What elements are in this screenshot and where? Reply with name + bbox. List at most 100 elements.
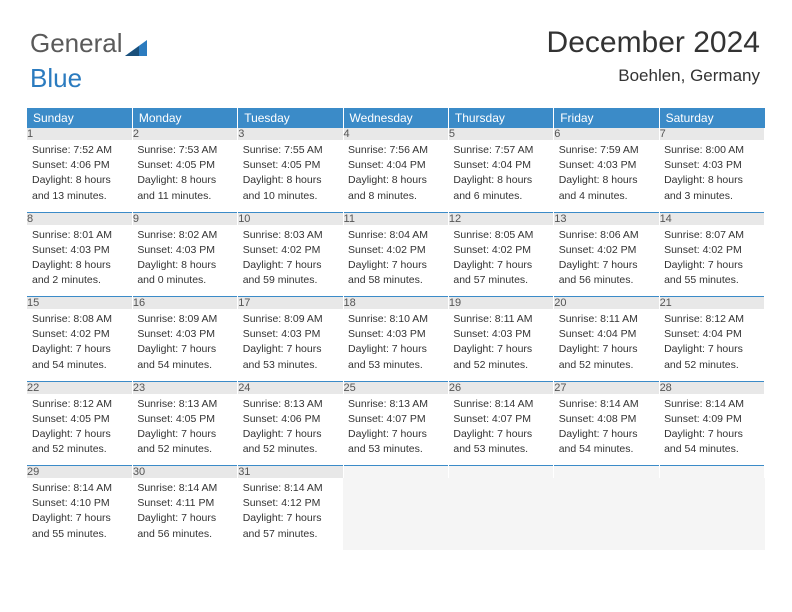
day-text: Sunrise: 8:12 AMSunset: 4:05 PMDaylight:…	[27, 394, 132, 462]
daynum-row: 22232425262728	[27, 381, 765, 394]
day-cell: Sunrise: 8:14 AMSunset: 4:07 PMDaylight:…	[448, 394, 553, 466]
weekday-header: Saturday	[659, 108, 764, 128]
day-cell: Sunrise: 8:09 AMSunset: 4:03 PMDaylight:…	[238, 309, 343, 381]
day-text: Sunrise: 7:57 AMSunset: 4:04 PMDaylight:…	[448, 140, 553, 208]
page-header: December 2024 Boehlen, Germany	[547, 26, 760, 86]
day-text: Sunrise: 7:55 AMSunset: 4:05 PMDaylight:…	[238, 140, 343, 208]
day-cell: Sunrise: 8:13 AMSunset: 4:05 PMDaylight:…	[132, 394, 237, 466]
day-number	[448, 466, 553, 479]
weekday-header-row: SundayMondayTuesdayWednesdayThursdayFrid…	[27, 108, 765, 128]
day-text: Sunrise: 8:09 AMSunset: 4:03 PMDaylight:…	[238, 309, 343, 377]
day-number: 5	[448, 128, 553, 140]
day-text: Sunrise: 7:56 AMSunset: 4:04 PMDaylight:…	[343, 140, 448, 208]
day-cell: Sunrise: 8:14 AMSunset: 4:12 PMDaylight:…	[238, 478, 343, 550]
day-number: 8	[27, 212, 132, 225]
day-text: Sunrise: 8:14 AMSunset: 4:08 PMDaylight:…	[554, 394, 659, 462]
day-number: 9	[132, 212, 237, 225]
day-number: 17	[238, 297, 343, 310]
day-number	[554, 466, 659, 479]
day-number: 3	[238, 128, 343, 140]
day-cell: Sunrise: 8:14 AMSunset: 4:11 PMDaylight:…	[132, 478, 237, 550]
day-cell: Sunrise: 7:53 AMSunset: 4:05 PMDaylight:…	[132, 140, 237, 212]
day-text: Sunrise: 8:08 AMSunset: 4:02 PMDaylight:…	[27, 309, 132, 377]
day-cell: Sunrise: 7:56 AMSunset: 4:04 PMDaylight:…	[343, 140, 448, 212]
day-cell: Sunrise: 7:55 AMSunset: 4:05 PMDaylight:…	[238, 140, 343, 212]
location-label: Boehlen, Germany	[547, 66, 760, 86]
day-content-row: Sunrise: 7:52 AMSunset: 4:06 PMDaylight:…	[27, 140, 765, 212]
day-number: 6	[554, 128, 659, 140]
day-cell: Sunrise: 8:14 AMSunset: 4:10 PMDaylight:…	[27, 478, 132, 550]
day-number: 20	[554, 297, 659, 310]
day-text: Sunrise: 8:11 AMSunset: 4:03 PMDaylight:…	[448, 309, 553, 377]
day-number: 19	[448, 297, 553, 310]
day-number: 11	[343, 212, 448, 225]
day-text: Sunrise: 8:13 AMSunset: 4:05 PMDaylight:…	[132, 394, 237, 462]
day-number: 14	[659, 212, 764, 225]
day-number: 26	[448, 381, 553, 394]
calendar-table: SundayMondayTuesdayWednesdayThursdayFrid…	[27, 108, 765, 550]
day-number: 18	[343, 297, 448, 310]
day-number: 22	[27, 381, 132, 394]
day-number: 25	[343, 381, 448, 394]
brand-part2: Blue	[30, 63, 82, 93]
day-number: 29	[27, 466, 132, 479]
month-title: December 2024	[547, 26, 760, 60]
brand-logo: General Blue	[30, 28, 147, 94]
day-text: Sunrise: 8:14 AMSunset: 4:07 PMDaylight:…	[448, 394, 553, 462]
day-text: Sunrise: 8:00 AMSunset: 4:03 PMDaylight:…	[659, 140, 764, 208]
day-cell: Sunrise: 8:04 AMSunset: 4:02 PMDaylight:…	[343, 225, 448, 297]
day-number: 12	[448, 212, 553, 225]
day-number: 7	[659, 128, 764, 140]
day-content-row: Sunrise: 8:12 AMSunset: 4:05 PMDaylight:…	[27, 394, 765, 466]
day-number: 28	[659, 381, 764, 394]
day-text: Sunrise: 8:14 AMSunset: 4:12 PMDaylight:…	[238, 478, 343, 546]
day-number	[659, 466, 764, 479]
day-cell: Sunrise: 8:09 AMSunset: 4:03 PMDaylight:…	[132, 309, 237, 381]
daynum-row: 293031	[27, 466, 765, 479]
day-cell: Sunrise: 8:13 AMSunset: 4:06 PMDaylight:…	[238, 394, 343, 466]
day-content-row: Sunrise: 8:01 AMSunset: 4:03 PMDaylight:…	[27, 225, 765, 297]
day-cell: Sunrise: 8:14 AMSunset: 4:09 PMDaylight:…	[659, 394, 764, 466]
day-cell: Sunrise: 8:10 AMSunset: 4:03 PMDaylight:…	[343, 309, 448, 381]
day-text: Sunrise: 7:53 AMSunset: 4:05 PMDaylight:…	[132, 140, 237, 208]
day-cell: Sunrise: 8:00 AMSunset: 4:03 PMDaylight:…	[659, 140, 764, 212]
day-text: Sunrise: 8:02 AMSunset: 4:03 PMDaylight:…	[132, 225, 237, 293]
day-text: Sunrise: 8:03 AMSunset: 4:02 PMDaylight:…	[238, 225, 343, 293]
day-cell: Sunrise: 8:03 AMSunset: 4:02 PMDaylight:…	[238, 225, 343, 297]
day-cell: Sunrise: 8:01 AMSunset: 4:03 PMDaylight:…	[27, 225, 132, 297]
day-cell: Sunrise: 8:06 AMSunset: 4:02 PMDaylight:…	[554, 225, 659, 297]
day-text: Sunrise: 8:06 AMSunset: 4:02 PMDaylight:…	[554, 225, 659, 293]
day-number: 30	[132, 466, 237, 479]
day-cell: Sunrise: 7:57 AMSunset: 4:04 PMDaylight:…	[448, 140, 553, 212]
day-cell: Sunrise: 8:13 AMSunset: 4:07 PMDaylight:…	[343, 394, 448, 466]
day-cell: Sunrise: 8:05 AMSunset: 4:02 PMDaylight:…	[448, 225, 553, 297]
weekday-header: Monday	[132, 108, 237, 128]
day-cell: Sunrise: 8:07 AMSunset: 4:02 PMDaylight:…	[659, 225, 764, 297]
day-number	[343, 466, 448, 479]
day-text: Sunrise: 8:05 AMSunset: 4:02 PMDaylight:…	[448, 225, 553, 293]
day-cell: Sunrise: 8:08 AMSunset: 4:02 PMDaylight:…	[27, 309, 132, 381]
day-number: 31	[238, 466, 343, 479]
day-number: 13	[554, 212, 659, 225]
day-text: Sunrise: 8:13 AMSunset: 4:06 PMDaylight:…	[238, 394, 343, 462]
day-text: Sunrise: 8:13 AMSunset: 4:07 PMDaylight:…	[343, 394, 448, 462]
brand-part1: General	[30, 28, 123, 58]
day-cell	[554, 478, 659, 550]
day-cell: Sunrise: 8:11 AMSunset: 4:03 PMDaylight:…	[448, 309, 553, 381]
day-text: Sunrise: 8:14 AMSunset: 4:10 PMDaylight:…	[27, 478, 132, 546]
day-content-row: Sunrise: 8:14 AMSunset: 4:10 PMDaylight:…	[27, 478, 765, 550]
daynum-row: 891011121314	[27, 212, 765, 225]
day-cell: Sunrise: 8:12 AMSunset: 4:04 PMDaylight:…	[659, 309, 764, 381]
day-text: Sunrise: 8:10 AMSunset: 4:03 PMDaylight:…	[343, 309, 448, 377]
day-text: Sunrise: 8:14 AMSunset: 4:11 PMDaylight:…	[132, 478, 237, 546]
day-number: 21	[659, 297, 764, 310]
day-text: Sunrise: 8:11 AMSunset: 4:04 PMDaylight:…	[554, 309, 659, 377]
day-text: Sunrise: 7:59 AMSunset: 4:03 PMDaylight:…	[554, 140, 659, 208]
triangle-icon	[125, 32, 147, 63]
day-cell: Sunrise: 8:14 AMSunset: 4:08 PMDaylight:…	[554, 394, 659, 466]
day-cell: Sunrise: 8:11 AMSunset: 4:04 PMDaylight:…	[554, 309, 659, 381]
day-number: 24	[238, 381, 343, 394]
weekday-header: Tuesday	[238, 108, 343, 128]
day-text: Sunrise: 8:01 AMSunset: 4:03 PMDaylight:…	[27, 225, 132, 293]
day-content-row: Sunrise: 8:08 AMSunset: 4:02 PMDaylight:…	[27, 309, 765, 381]
